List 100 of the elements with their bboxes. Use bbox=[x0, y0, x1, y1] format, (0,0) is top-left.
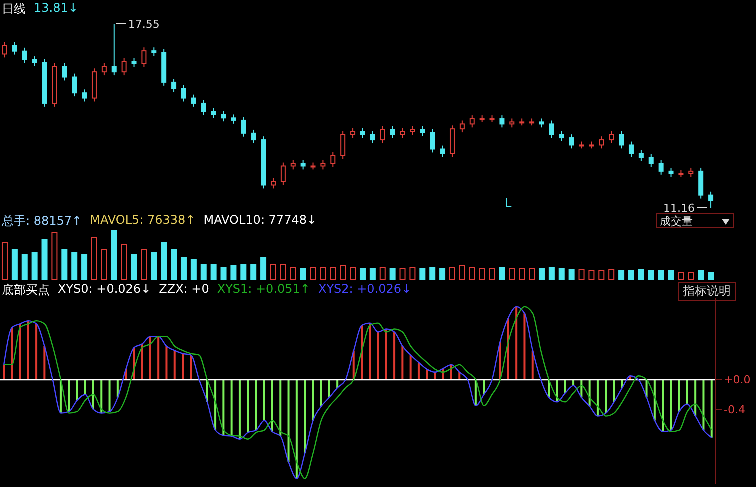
candlestick bbox=[599, 136, 604, 150]
bar bbox=[489, 268, 496, 280]
bar bbox=[32, 252, 38, 280]
bar bbox=[320, 267, 326, 280]
candlestick bbox=[638, 150, 644, 162]
bar bbox=[613, 380, 616, 402]
y-tick-label: +0.0 bbox=[724, 374, 751, 387]
candlestick bbox=[370, 130, 376, 144]
line-series bbox=[3, 306, 713, 480]
bar bbox=[36, 324, 38, 380]
bar bbox=[3, 364, 5, 380]
bar bbox=[101, 250, 108, 280]
bar bbox=[638, 270, 644, 280]
candlestick bbox=[191, 94, 196, 108]
bar bbox=[524, 314, 526, 380]
candlestick bbox=[569, 134, 574, 150]
bar bbox=[158, 336, 160, 380]
candlestick bbox=[658, 160, 664, 176]
bar bbox=[11, 328, 14, 380]
bar bbox=[459, 266, 466, 280]
bar bbox=[270, 264, 276, 280]
bar bbox=[369, 323, 372, 380]
bar bbox=[670, 380, 672, 430]
bar bbox=[702, 380, 705, 430]
bar bbox=[410, 267, 416, 280]
text: XYS2: +0.026↓ bbox=[318, 282, 412, 298]
bar bbox=[141, 250, 148, 280]
candlestick bbox=[12, 42, 18, 56]
bar bbox=[260, 257, 267, 280]
bar bbox=[694, 380, 697, 416]
text: MAVOL5: 76338↑ bbox=[90, 213, 196, 229]
bar bbox=[304, 380, 306, 454]
bar bbox=[698, 270, 704, 280]
candlestick bbox=[251, 129, 256, 144]
candlestick bbox=[698, 167, 704, 200]
bar bbox=[605, 380, 608, 414]
bar bbox=[538, 268, 545, 280]
bar bbox=[662, 380, 664, 432]
text: 13.81↓ bbox=[34, 1, 78, 17]
candlestick bbox=[668, 167, 674, 178]
bar bbox=[686, 380, 688, 404]
bar bbox=[330, 267, 336, 280]
bar bbox=[238, 380, 241, 440]
bar bbox=[174, 350, 176, 380]
bar bbox=[263, 380, 266, 421]
candlestick bbox=[320, 160, 326, 170]
bar bbox=[108, 380, 111, 412]
bar bbox=[82, 254, 88, 280]
candlestick bbox=[270, 178, 276, 190]
button-field: 指标说明 bbox=[678, 282, 736, 301]
candlestick bbox=[172, 78, 177, 93]
candlestick bbox=[72, 73, 78, 98]
bar bbox=[222, 380, 225, 436]
bar bbox=[380, 267, 386, 280]
bar bbox=[385, 329, 388, 380]
bar bbox=[42, 240, 48, 280]
bar bbox=[648, 270, 654, 280]
bar bbox=[111, 230, 118, 280]
text: 总手: 88157↑ bbox=[2, 213, 82, 230]
bar bbox=[255, 380, 258, 430]
bar bbox=[72, 252, 78, 280]
bar bbox=[596, 380, 599, 416]
bar bbox=[76, 380, 78, 401]
bar bbox=[668, 270, 674, 280]
bar bbox=[400, 268, 406, 280]
candlestick bbox=[390, 126, 396, 139]
bar bbox=[180, 257, 187, 280]
bar bbox=[678, 380, 680, 412]
bar bbox=[578, 270, 585, 280]
bar bbox=[84, 380, 86, 395]
bar bbox=[430, 267, 436, 280]
bar bbox=[370, 268, 376, 280]
bar bbox=[247, 380, 250, 433]
annotation: L bbox=[505, 196, 512, 210]
candlestick bbox=[32, 56, 38, 67]
bar bbox=[588, 270, 595, 280]
bar bbox=[350, 267, 356, 280]
text: XYS1: +0.051↑ bbox=[217, 282, 310, 298]
candlestick bbox=[559, 130, 564, 142]
candlestick bbox=[420, 126, 426, 137]
bar bbox=[296, 380, 298, 479]
candlestick bbox=[708, 191, 714, 208]
bar bbox=[519, 268, 526, 280]
bar bbox=[568, 270, 575, 280]
bar bbox=[529, 268, 536, 280]
bar bbox=[200, 264, 207, 280]
bar bbox=[420, 268, 426, 280]
bar bbox=[328, 380, 330, 398]
candlestick bbox=[440, 145, 446, 158]
bar bbox=[598, 270, 605, 280]
candlestick bbox=[350, 128, 356, 139]
bar bbox=[272, 380, 274, 432]
bar bbox=[220, 267, 227, 280]
candlestick bbox=[340, 130, 346, 160]
chart-title: 底部买点 bbox=[2, 282, 50, 299]
candlestick bbox=[470, 115, 475, 128]
bar bbox=[62, 250, 68, 280]
bar bbox=[608, 270, 615, 280]
bar bbox=[182, 354, 184, 380]
text: ZZX: +0 bbox=[159, 282, 210, 298]
